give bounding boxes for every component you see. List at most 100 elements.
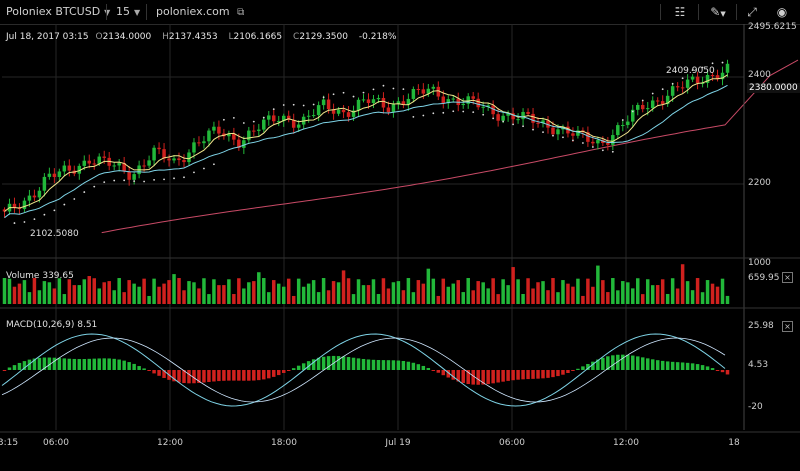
candle-body — [680, 87, 685, 89]
volume-bar — [396, 281, 401, 304]
candle-body — [316, 105, 321, 116]
sar-dot — [492, 117, 495, 120]
drawing-tools-icon[interactable]: ✎▼ — [710, 5, 726, 19]
sar-dot — [591, 146, 594, 148]
sar-dot — [482, 113, 485, 116]
macd-histogram-bar — [401, 360, 406, 370]
close-icon[interactable]: × — [782, 272, 793, 283]
high-label: H — [162, 32, 169, 42]
candle-body — [197, 142, 201, 144]
candle-body — [576, 130, 580, 136]
sar-dot — [562, 136, 564, 139]
volume-bar — [27, 292, 32, 304]
volume-bar — [426, 268, 431, 304]
legend-low: L2106.1665 — [228, 32, 286, 42]
sar-dot — [63, 203, 66, 206]
macd-histogram-bar — [227, 370, 231, 381]
volume-bar — [37, 290, 42, 304]
macd-histogram-bar — [107, 358, 111, 370]
volume-bar — [401, 290, 406, 304]
candle-body — [621, 125, 625, 127]
volume-bar — [281, 286, 286, 304]
site-link[interactable]: poloniex.com ⧉ — [156, 0, 244, 24]
candle-body — [2, 209, 7, 212]
candle-body — [42, 176, 47, 191]
candle-body — [421, 89, 426, 94]
macd-histogram-bar — [685, 362, 690, 370]
candle-body — [291, 119, 296, 128]
close-icon[interactable]: × — [782, 321, 793, 332]
macd-histogram-bar — [291, 368, 296, 370]
macd-histogram-bar — [172, 370, 176, 382]
sar-dot — [322, 96, 325, 99]
candle-body — [591, 141, 595, 144]
candle-body — [82, 160, 87, 166]
candle-body — [446, 99, 451, 104]
macd-histogram-bar — [556, 370, 560, 377]
volume-bar — [645, 279, 650, 304]
macd-histogram-bar — [715, 370, 720, 371]
volume-bar — [157, 286, 161, 304]
candle-body — [596, 140, 600, 144]
macd-histogram-bar — [351, 357, 356, 370]
macd-histogram-bar — [262, 370, 266, 380]
volume-bar — [466, 278, 470, 304]
volume-bar — [705, 280, 710, 304]
macd-histogram-bar — [446, 370, 451, 378]
volume-bar — [247, 282, 251, 304]
macd-histogram-bar — [87, 358, 92, 370]
volume-bar — [436, 295, 441, 304]
volume-bar — [660, 279, 665, 304]
candle-body — [62, 165, 67, 172]
macd-histogram-bar — [705, 366, 710, 370]
volume-bar — [461, 292, 465, 304]
volume-bar — [606, 292, 610, 304]
candle-body — [272, 115, 276, 122]
macd-histogram-bar — [421, 365, 426, 370]
sar-dot — [232, 116, 235, 119]
candle-body — [77, 165, 82, 174]
macd-histogram-bar — [406, 361, 411, 370]
indicators-icon[interactable]: ☷ — [674, 5, 686, 19]
macd-histogram-bar — [381, 360, 386, 370]
candle-body — [97, 156, 101, 164]
volume-bar — [491, 278, 495, 304]
macd-histogram-bar — [147, 370, 151, 371]
interval-selector[interactable]: 15 ▼ — [116, 0, 140, 24]
sar-dot — [502, 120, 505, 123]
volume-bar — [366, 285, 371, 304]
volume-bar — [680, 264, 685, 304]
symbol-selector[interactable]: Poloniex BTCUSD ▼ — [6, 0, 110, 24]
macd-histogram-bar — [247, 370, 251, 381]
sar-dot — [193, 171, 195, 174]
volume-bar — [621, 281, 625, 304]
candle-body — [466, 96, 470, 104]
volume-bar — [391, 282, 396, 304]
close-label: C — [293, 32, 300, 42]
camera-icon[interactable]: ◉ — [776, 5, 788, 19]
price-chart[interactable] — [0, 24, 800, 471]
volume-bar — [710, 283, 715, 304]
sar-dot — [83, 191, 86, 193]
candle-body — [650, 100, 655, 109]
volume-bar — [496, 294, 500, 304]
fullscreen-icon[interactable]: ⤢ — [747, 5, 757, 19]
volume-bar — [232, 294, 236, 304]
macd-histogram-bar — [660, 360, 665, 370]
macd-histogram-bar — [466, 370, 470, 385]
volume-bar — [685, 281, 690, 304]
candle-body — [695, 76, 700, 84]
volume-bar — [147, 295, 151, 304]
volume-bar — [501, 279, 505, 304]
macd-histogram-bar — [680, 362, 685, 370]
volume-bar — [42, 281, 47, 304]
volume-bar — [381, 278, 386, 304]
macd-histogram-bar — [486, 370, 490, 385]
volume-bar — [356, 279, 361, 304]
volume-bar — [77, 285, 82, 304]
symbol-label: Poloniex BTCUSD — [6, 5, 101, 18]
volume-bar — [541, 281, 545, 304]
candle-body — [655, 100, 660, 102]
candle-body — [162, 149, 166, 159]
macd-histogram-bar — [571, 370, 575, 371]
